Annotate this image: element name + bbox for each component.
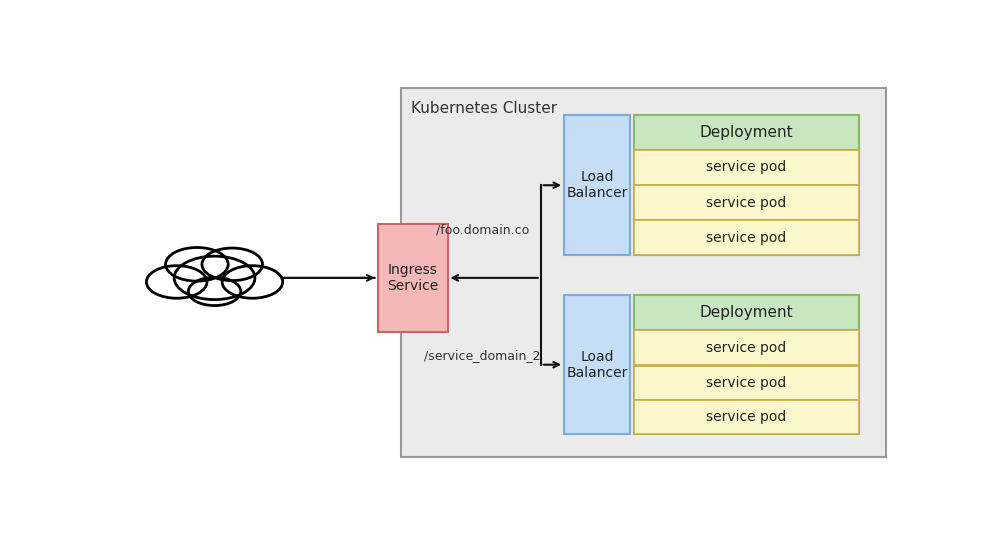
Text: Load
Balancer: Load Balancer <box>566 170 627 201</box>
FancyBboxPatch shape <box>634 365 859 400</box>
Text: /foo.domain.co: /foo.domain.co <box>436 223 529 236</box>
Text: service pod: service pod <box>706 160 787 175</box>
FancyBboxPatch shape <box>564 115 630 255</box>
Text: service pod: service pod <box>706 230 787 244</box>
FancyBboxPatch shape <box>634 150 859 185</box>
FancyBboxPatch shape <box>634 185 859 220</box>
Text: Deployment: Deployment <box>699 306 794 320</box>
FancyBboxPatch shape <box>634 295 859 330</box>
Text: service pod: service pod <box>706 196 787 210</box>
Text: Kubernetes Cluster: Kubernetes Cluster <box>411 100 557 115</box>
FancyBboxPatch shape <box>378 224 448 332</box>
Text: service pod: service pod <box>706 376 787 390</box>
FancyBboxPatch shape <box>564 295 630 434</box>
Circle shape <box>222 266 283 298</box>
Circle shape <box>146 266 207 298</box>
Circle shape <box>202 248 263 281</box>
Circle shape <box>174 256 255 300</box>
Circle shape <box>188 278 240 306</box>
Text: Ingress
Service: Ingress Service <box>387 263 438 293</box>
FancyBboxPatch shape <box>401 88 886 457</box>
Text: Load
Balancer: Load Balancer <box>566 350 627 380</box>
Text: /service_domain_2: /service_domain_2 <box>424 349 541 362</box>
Text: service pod: service pod <box>706 410 787 424</box>
Text: service pod: service pod <box>706 341 787 355</box>
Text: Deployment: Deployment <box>699 125 794 140</box>
Circle shape <box>165 248 228 281</box>
FancyBboxPatch shape <box>634 400 859 434</box>
FancyBboxPatch shape <box>634 115 859 150</box>
FancyBboxPatch shape <box>634 220 859 255</box>
FancyBboxPatch shape <box>634 331 859 365</box>
